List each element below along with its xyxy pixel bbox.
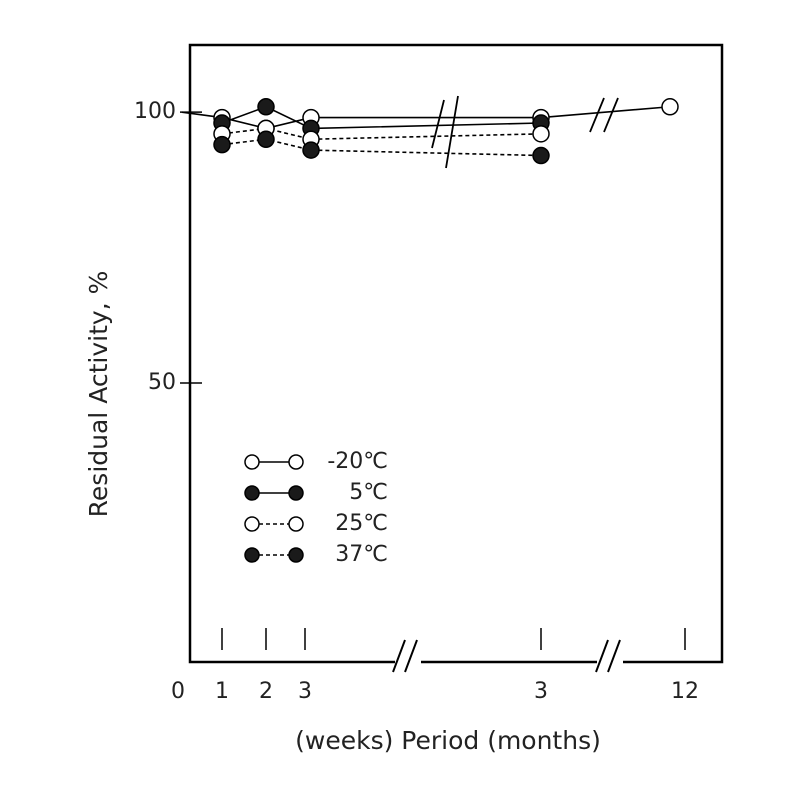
data-point	[302, 141, 320, 159]
legend-marker	[244, 454, 260, 470]
line-break	[431, 99, 445, 149]
x-tick-label: 0	[171, 679, 185, 704]
line-break	[589, 97, 605, 133]
data-point	[532, 125, 550, 143]
series-line	[221, 105, 542, 130]
series-line	[221, 127, 542, 141]
legend-marker	[288, 516, 304, 532]
legend-marker	[244, 516, 260, 532]
legend-marker	[244, 485, 260, 501]
y-tick-label: 50	[148, 370, 176, 395]
x-tick-label: 3	[534, 679, 548, 704]
legend-marker	[288, 485, 304, 501]
legend-label: 25℃	[335, 511, 388, 536]
x-tick-label: 1	[215, 679, 229, 704]
data-point	[257, 130, 275, 149]
x-axis-label: (weeks) Period (months)	[295, 726, 601, 755]
legend-label: 37℃	[335, 542, 388, 567]
legend: -20℃ 5℃ 25℃ 37℃	[244, 449, 388, 567]
legend-marker	[288, 454, 304, 470]
axis-break	[392, 639, 623, 673]
legend-marker	[244, 547, 260, 563]
plot-frame	[188, 43, 724, 664]
y-axis-label: Residual Activity, %	[84, 271, 113, 518]
legend-label: -20℃	[327, 449, 388, 474]
data-point	[532, 146, 550, 165]
data-point	[213, 135, 231, 154]
legend-label: 5℃	[349, 480, 388, 505]
data-point	[661, 98, 679, 116]
x-tick-label: 2	[259, 679, 273, 704]
line-break	[445, 95, 459, 169]
x-tick-label: 3	[298, 679, 312, 704]
y-tick-label: 100	[134, 99, 176, 124]
legend-marker	[288, 547, 304, 563]
x-tick-label: 12	[671, 679, 699, 704]
series-line	[221, 138, 542, 157]
line-break	[603, 97, 619, 133]
data-point	[257, 98, 275, 116]
